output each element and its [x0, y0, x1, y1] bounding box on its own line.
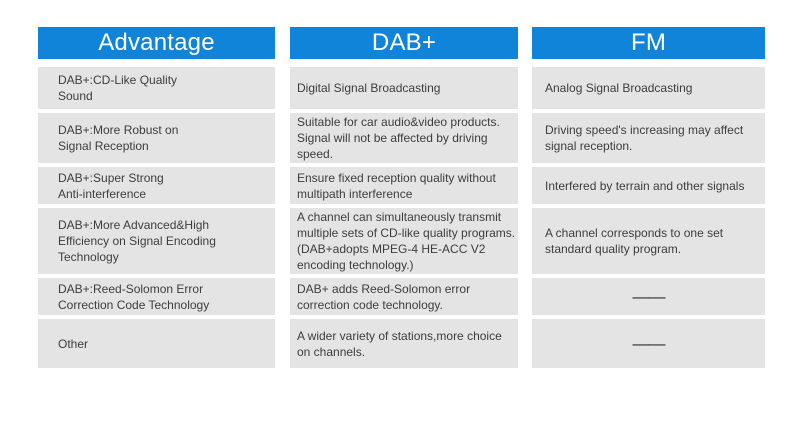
- column-dab-plus: DAB+ Digital Signal Broadcasting Suitabl…: [290, 27, 518, 372]
- fm-cell-one-set-program: A channel corresponds to one set standar…: [532, 208, 765, 274]
- dab-cell-fixed-reception: Ensure fixed reception quality without m…: [290, 167, 518, 204]
- fm-cell-analog-broadcasting: Analog Signal Broadcasting: [532, 67, 765, 109]
- column-advantage: Advantage DAB+:CD-Like Quality Sound DAB…: [38, 27, 275, 372]
- dab-cell-digital-broadcasting: Digital Signal Broadcasting: [290, 67, 518, 109]
- dab-cell-wider-variety: A wider variety of stations,more choice …: [290, 319, 518, 368]
- column-header-fm: FM: [532, 27, 765, 59]
- fm-cell-empty-dash-1: ——: [532, 278, 765, 315]
- dab-cell-car-audio-video: Suitable for car audio&video products. S…: [290, 113, 518, 163]
- column-header-advantage: Advantage: [38, 27, 275, 59]
- advantage-cell-robust-reception: DAB+:More Robust on Signal Reception: [38, 113, 275, 163]
- advantage-cell-cd-like-quality: DAB+:CD-Like Quality Sound: [38, 67, 275, 109]
- advantage-cell-reed-solomon: DAB+:Reed-Solomon Error Correction Code …: [38, 278, 275, 315]
- fm-cell-driving-speed: Driving speed's increasing may affect si…: [532, 113, 765, 163]
- dab-cell-multi-program: A channel can simultaneously transmit mu…: [290, 208, 518, 274]
- comparison-table: Advantage DAB+:CD-Like Quality Sound DAB…: [38, 27, 765, 372]
- column-header-dab-plus: DAB+: [290, 27, 518, 59]
- column-fm: FM Analog Signal Broadcasting Driving sp…: [532, 27, 765, 372]
- dab-cell-reed-solomon: DAB+ adds Reed-Solomon error correction …: [290, 278, 518, 315]
- fm-cell-empty-dash-2: ——: [532, 319, 765, 368]
- fm-cell-terrain-interference: Interfered by terrain and other signals: [532, 167, 765, 204]
- advantage-cell-other: Other: [38, 319, 275, 368]
- advantage-cell-anti-interference: DAB+:Super Strong Anti-interference: [38, 167, 275, 204]
- advantage-cell-signal-encoding: DAB+:More Advanced&High Efficiency on Si…: [38, 208, 275, 274]
